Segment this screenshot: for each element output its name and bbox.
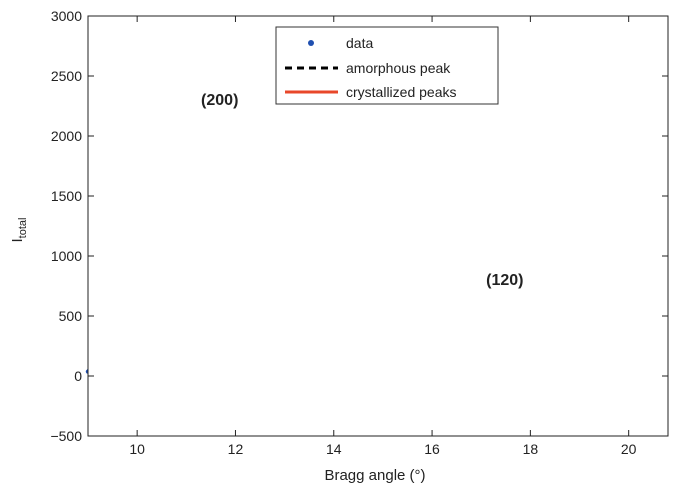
legend-label-crystallized: crystallized peaks <box>346 84 457 100</box>
legend-label-amorphous: amorphous peak <box>346 60 451 76</box>
y-axis-title: Itotal <box>9 218 29 243</box>
y-tick-label: 1500 <box>51 188 82 204</box>
y-tick-label: 2500 <box>51 68 82 84</box>
legend: data amorphous peak crystallized peaks <box>275 26 499 105</box>
annotations: (200) (120) <box>201 92 523 289</box>
y-tick-label: 2000 <box>51 128 82 144</box>
y-tick-label: 1000 <box>51 248 82 264</box>
legend-label-data: data <box>346 35 373 51</box>
x-tick-label: 10 <box>129 441 145 457</box>
x-tick-label: 12 <box>228 441 244 457</box>
y-axis-title-main: I <box>9 238 26 242</box>
x-tick-label: 14 <box>326 441 342 457</box>
annotation-200: (200) <box>201 92 238 109</box>
y-tick-label: 0 <box>74 368 82 384</box>
y-axis-title-sub: total <box>17 218 29 239</box>
annotation-120: (120) <box>486 272 523 289</box>
svg-text:Itotal: Itotal <box>9 218 29 243</box>
y-tick-label: 500 <box>59 308 83 324</box>
legend-marker-data <box>308 40 314 46</box>
x-axis-title: Bragg angle (°) <box>324 467 425 484</box>
x-tick-label: 20 <box>621 441 637 457</box>
x-tick-label: 18 <box>523 441 539 457</box>
y-tick-label: 3000 <box>51 8 82 24</box>
y-tick-label: −500 <box>50 428 82 444</box>
x-tick-label: 16 <box>424 441 440 457</box>
